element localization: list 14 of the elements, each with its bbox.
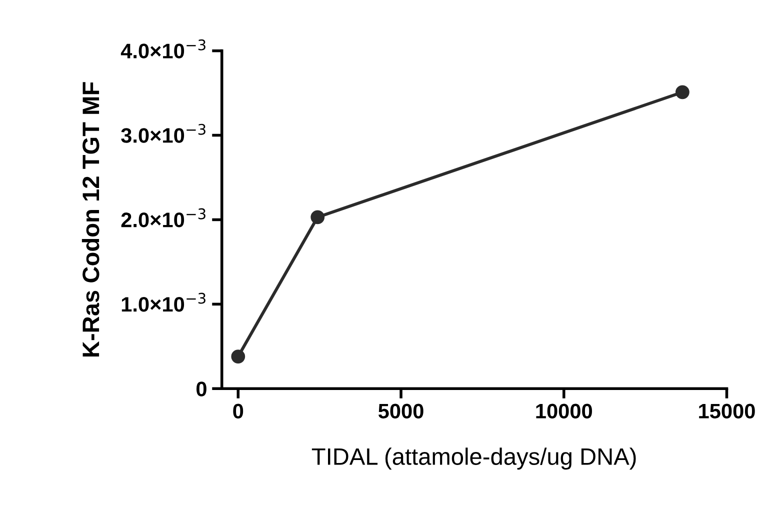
point bbox=[310, 210, 325, 224]
y-tick-label: 3.0×10$^{−3}$ bbox=[121, 124, 206, 143]
y-axis-title: K-Ras Codon 12 TGT MF bbox=[82, 82, 100, 357]
point bbox=[676, 85, 690, 100]
y-tick-label: 2.0×10$^{−3}$ bbox=[121, 208, 206, 228]
x-tick-label: 10000 bbox=[536, 404, 592, 419]
x-tick-label: 0 bbox=[233, 404, 244, 419]
point bbox=[231, 350, 246, 364]
y-tick-label: 1.0×10$^{−3}$ bbox=[122, 292, 206, 312]
x-tick-label: 15000 bbox=[699, 404, 755, 419]
x-axis-title: TIDAL (attamole-days/ug DNA) bbox=[312, 448, 636, 470]
y-tick-label: 0 bbox=[196, 382, 206, 396]
x-tick-label: 5000 bbox=[378, 404, 424, 419]
y-tick-label: 4.0×10$^{−3}$ bbox=[120, 39, 206, 58]
